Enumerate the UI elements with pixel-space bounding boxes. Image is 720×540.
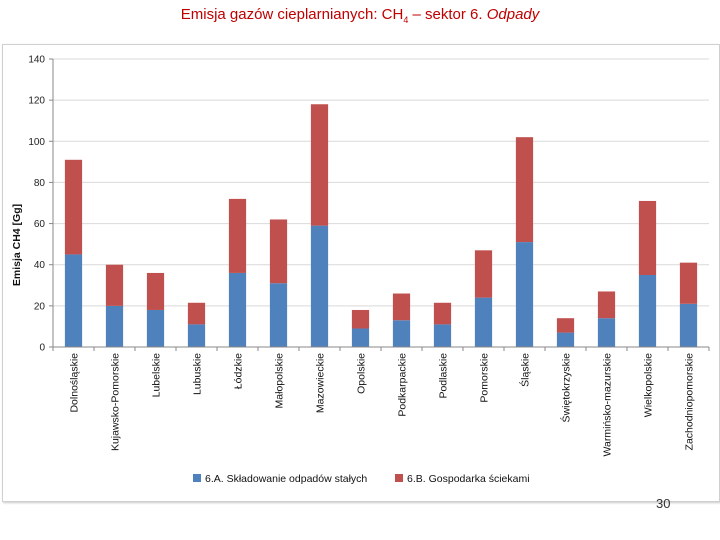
x-tick-label: Podkarpackie — [397, 353, 409, 417]
bar-segment-6a — [597, 318, 616, 347]
y-tick-label: 20 — [34, 301, 46, 312]
bar-segment-6a — [269, 283, 288, 347]
x-axis: Dolnośląskie Kujawsko-Pomorskie Lubelskie L… — [52, 346, 710, 457]
y-tick-label: 80 — [34, 178, 46, 189]
bar-segment-6b — [392, 293, 411, 321]
x-tick-label: Lubelskie — [151, 353, 163, 398]
x-tick-label: Śląskie — [519, 353, 532, 387]
bars — [64, 104, 698, 347]
x-tick-label: Wielkopolskie — [643, 353, 655, 417]
bar-segment-6a — [474, 297, 493, 347]
legend: 6.A. Składowanie odpadów stałych 6.B. Gos… — [193, 473, 530, 485]
bar-segment-6a — [228, 272, 247, 347]
y-tick-label: 0 — [39, 343, 45, 354]
x-tick-label: Kujawsko-Pomorskie — [110, 353, 122, 451]
bar-segment-6b — [310, 104, 329, 226]
bar-segment-6b — [146, 272, 165, 310]
bar-segment-6a — [310, 225, 329, 347]
bar-segment-6b — [474, 250, 493, 298]
y-axis: 0 20 40 60 80 100 120 140 — [28, 55, 54, 354]
x-tick-label: Zachodniopomorskie — [684, 353, 696, 451]
chart-frame: 0 20 40 60 80 100 120 140 Dolnośląskie Kujawsko-… — [2, 44, 720, 502]
gridlines — [53, 58, 709, 307]
bar-segment-6a — [638, 275, 657, 347]
y-tick-label: 40 — [34, 260, 46, 271]
title-subscript: 4 — [403, 15, 409, 25]
bar-segment-6a — [679, 303, 698, 347]
page-number: 30 — [656, 496, 671, 511]
bar-segment-6a — [556, 332, 575, 347]
bar-segment-6b — [269, 219, 288, 284]
bar-segment-6b — [187, 302, 206, 325]
legend-label: 6.B. Gospodarka ściekami — [407, 473, 530, 485]
title-italic: Odpady — [486, 6, 540, 23]
bar-segment-6a — [515, 242, 534, 347]
x-tick-label: Mazowieckie — [315, 353, 327, 413]
x-tick-label: Podlaskie — [438, 353, 450, 399]
x-tick-label: Opolskie — [356, 353, 368, 394]
stacked-bar-chart: 0 20 40 60 80 100 120 140 Dolnośląskie Kujawsko-… — [11, 55, 710, 485]
x-tick-label: Dolnośląskie — [69, 353, 81, 413]
bar-segment-6b — [679, 262, 698, 304]
bar-segment-6b — [351, 309, 370, 329]
bar-segment-6a — [351, 328, 370, 347]
legend-label: 6.A. Składowanie odpadów stałych — [205, 473, 367, 485]
bar-segment-6b — [105, 264, 124, 306]
legend-swatch — [395, 474, 403, 482]
bar-segment-6b — [515, 137, 534, 243]
bar-segment-6b — [638, 200, 657, 275]
bar-segment-6a — [146, 309, 165, 347]
legend-swatch — [193, 474, 201, 482]
x-tick-label: Łódzkie — [233, 353, 245, 389]
y-axis-label: Emisja CH4 [Gg] — [11, 204, 23, 286]
bar-segment-6b — [64, 159, 83, 255]
bar-segment-6b — [228, 198, 247, 273]
x-tick-label: Małopolskie — [274, 353, 286, 409]
x-tick-label: Pomorskie — [479, 353, 491, 403]
y-tick-label: 140 — [28, 55, 45, 66]
title-rest: – sektor 6. — [408, 6, 487, 23]
y-tick-label: 120 — [28, 96, 45, 107]
bar-segment-6a — [105, 305, 124, 347]
y-tick-label: 60 — [34, 219, 46, 230]
bar-segment-6a — [392, 320, 411, 347]
x-tick-label: Świętokrzyskie — [560, 353, 573, 423]
slide-title: Emisja gazów cieplarnianych: CH4 – sekto… — [0, 6, 720, 25]
bar-segment-6a — [187, 324, 206, 347]
title-main: Emisja gazów cieplarnianych: CH — [180, 6, 404, 23]
y-tick-label: 100 — [28, 137, 45, 148]
x-tick-label: Lubuskie — [192, 353, 204, 395]
x-tick-label: Warmińsko-mazurskie — [602, 353, 614, 457]
bar-segment-6a — [433, 324, 452, 347]
bar-segment-6b — [556, 318, 575, 333]
bar-segment-6b — [597, 291, 616, 319]
bar-segment-6a — [64, 254, 83, 347]
bar-segment-6b — [433, 302, 452, 325]
